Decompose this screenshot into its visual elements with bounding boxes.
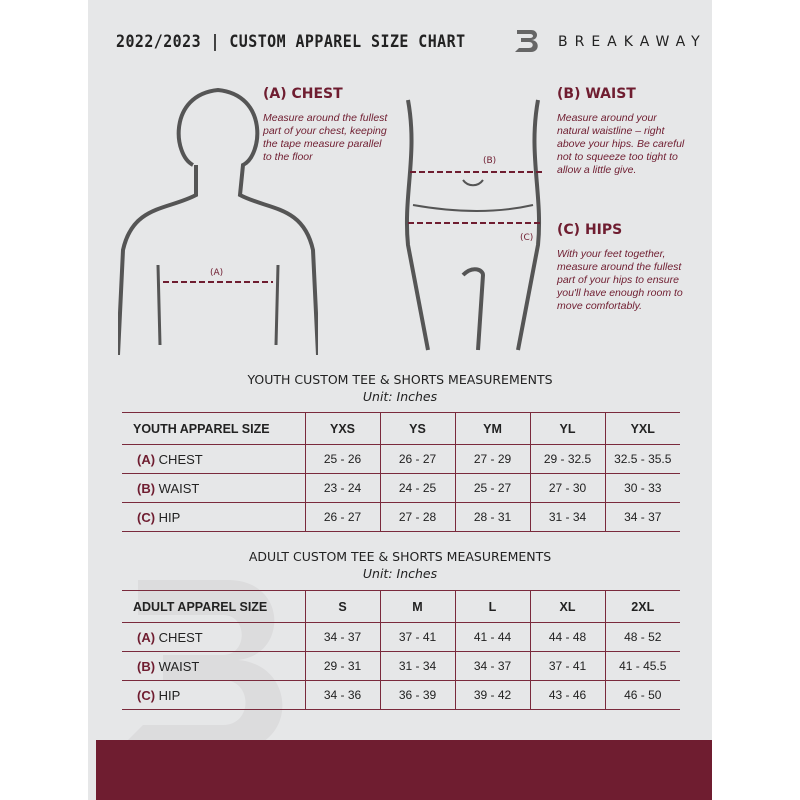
waist-heading: (B) WAIST [557,86,636,102]
youth-size-table: YOUTH APPAREL SIZE YXS YS YM YL YXL (A) CHEST 2… [122,412,680,532]
footer-band [96,740,712,800]
size-column-header: S [304,590,380,623]
measurement-value: 27 - 28 [379,502,455,532]
page-title: 2022/2023 | CUSTOM APPAREL SIZE CHART [116,32,466,52]
measurement-value: 27 - 30 [529,473,605,503]
size-column-header: L [454,590,530,623]
measurement-code: (B) [137,658,156,674]
upper-body-illustration: (A) [118,87,318,355]
measurement-value: 25 - 27 [454,473,530,503]
measurement-code: (B) [137,480,156,496]
size-column-header: YXS [304,412,380,445]
size-column-header: 2XL [604,590,680,623]
measurement-value: 32.5 - 35.5 [604,444,680,474]
size-column-header: M [379,590,455,623]
measurement-value: 34 - 37 [304,622,380,652]
table-row: (C) HIP 26 - 27 27 - 28 28 - 31 31 - 34 34 - … [122,502,680,532]
measurement-value: 34 - 37 [454,651,530,681]
measurement-label: (A) CHEST [122,444,305,474]
size-column-header: YM [454,412,530,445]
measurement-value: 48 - 52 [604,622,680,652]
measurement-code: (A) [137,629,156,645]
measurement-code: (A) [137,451,156,467]
measurement-value: 34 - 37 [604,502,680,532]
adult-size-table: ADULT APPAREL SIZE S M L XL 2XL (A) CHEST 34 - … [122,590,680,710]
table-row: (B) WAIST 29 - 31 31 - 34 34 - 37 37 - 41 41 … [122,651,680,681]
breakaway-logo-icon [515,30,538,52]
youth-unit: Unit: Inches [362,389,438,404]
table-row: (A) CHEST 25 - 26 26 - 27 27 - 29 29 - 32.5 3… [122,444,680,474]
measurement-name: HIP [158,509,181,525]
measurement-value: 29 - 31 [304,651,380,681]
table-row: (C) HIP 34 - 36 36 - 39 39 - 42 43 - 46 46 - … [122,680,680,710]
chest-instructions: Measure around the fullest part of your … [263,112,388,163]
measurement-label: (C) HIP [122,502,305,532]
table-row: (A) CHEST 34 - 37 37 - 41 41 - 44 44 - 48 48 … [122,622,680,652]
measurement-value: 29 - 32.5 [529,444,605,474]
chest-marker: (A) [210,268,223,278]
measurement-code: (C) [137,509,156,525]
measurement-code: (C) [137,687,156,703]
hips-instructions: With your feet together, measure around … [557,248,683,312]
youth-section-title: YOUTH CUSTOM TEE & SHORTS MEASUREMENTS [247,372,553,387]
measurement-value: 39 - 42 [454,680,530,710]
brand-name: BREAKAWAY [558,34,707,50]
measurement-value: 28 - 31 [454,502,530,532]
size-header: YOUTH APPAREL SIZE [122,412,305,445]
measurement-value: 26 - 27 [304,502,380,532]
measurement-value: 44 - 48 [529,622,605,652]
measurement-value: 23 - 24 [304,473,380,503]
measurement-name: WAIST [158,658,200,674]
measurement-value: 41 - 45.5 [604,651,680,681]
measurement-value: 27 - 29 [454,444,530,474]
measurement-value: 46 - 50 [604,680,680,710]
measurement-label: (B) WAIST [122,473,305,503]
measurement-value: 31 - 34 [529,502,605,532]
waist-instructions: Measure around your natural waistline – … [557,112,685,176]
measurement-value: 37 - 41 [529,651,605,681]
hips-marker: (C) [520,233,533,243]
measurement-name: CHEST [158,629,203,645]
size-column-header: XL [529,590,605,623]
measurement-value: 37 - 41 [379,622,455,652]
hips-heading: (C) HIPS [557,222,623,238]
measurement-name: HIP [158,687,181,703]
adult-section-title: ADULT CUSTOM TEE & SHORTS MEASUREMENTS [248,549,552,564]
measurement-value: 24 - 25 [379,473,455,503]
table-header-row: YOUTH APPAREL SIZE YXS YS YM YL YXL [122,412,680,445]
size-column-header: YL [529,412,605,445]
size-column-header: YXL [604,412,680,445]
adult-unit: Unit: Inches [362,566,438,581]
measurement-label: (C) HIP [122,680,305,710]
measurement-value: 43 - 46 [529,680,605,710]
measurement-value: 25 - 26 [304,444,380,474]
measurement-label: (A) CHEST [122,622,305,652]
chest-heading: (A) CHEST [263,86,343,102]
size-header: ADULT APPAREL SIZE [122,590,305,623]
table-header-row: ADULT APPAREL SIZE S M L XL 2XL [122,590,680,623]
waist-marker: (B) [483,156,496,166]
table-row: (B) WAIST 23 - 24 24 - 25 25 - 27 27 - 30 30 … [122,473,680,503]
measurement-name: WAIST [158,480,200,496]
measurement-value: 30 - 33 [604,473,680,503]
measurement-value: 31 - 34 [379,651,455,681]
measurement-name: CHEST [158,451,203,467]
measurement-label: (B) WAIST [122,651,305,681]
measurement-value: 36 - 39 [379,680,455,710]
size-chart-page: 2022/2023 | CUSTOM APPAREL SIZE CHART BR… [88,0,712,800]
lower-body-illustration: (B) (C) [404,99,543,351]
measurement-value: 34 - 36 [304,680,380,710]
measurement-value: 41 - 44 [454,622,530,652]
size-column-header: YS [379,412,455,445]
measurement-value: 26 - 27 [379,444,455,474]
